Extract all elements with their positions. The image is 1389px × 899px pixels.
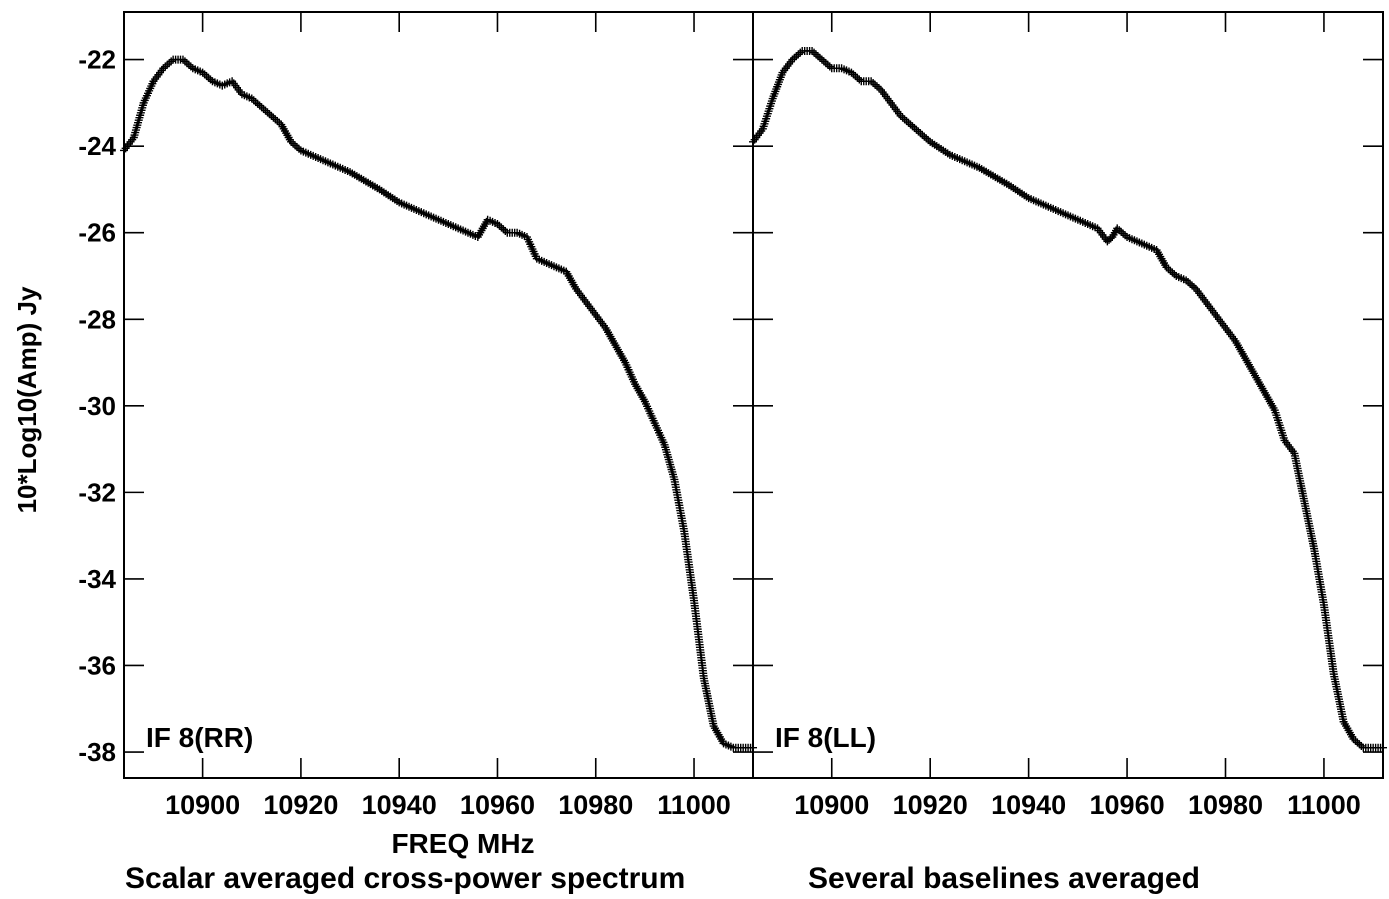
x-tick-label: 10980: [1188, 790, 1263, 820]
x-tick-label: 10940: [362, 790, 437, 820]
y-axis-label: 10*Log10(Amp) Jy: [12, 286, 42, 513]
y-tick-label: -26: [78, 218, 116, 248]
y-tick-label: -28: [78, 304, 116, 334]
data-point: [178, 55, 187, 64]
data-point: [267, 111, 276, 120]
data-marker: [161, 62, 170, 71]
data-marker: [263, 108, 272, 117]
data-marker: [292, 143, 301, 152]
x-tick-label: 10900: [794, 790, 869, 820]
data-point: [159, 64, 168, 73]
caption-left: Scalar averaged cross-power spectrum: [125, 862, 685, 895]
caption-right: Several baselines averaged: [808, 862, 1200, 895]
data-marker: [165, 59, 174, 68]
data-marker: [1119, 229, 1128, 238]
y-tick-label: -32: [78, 477, 116, 507]
data-marker: [501, 226, 510, 235]
data-point: [198, 68, 207, 77]
data-series: [120, 55, 757, 752]
data-marker: [265, 110, 274, 119]
data-marker: [294, 144, 303, 153]
x-tick-label: 10980: [558, 790, 633, 820]
data-marker: [186, 62, 195, 71]
data-marker: [180, 57, 189, 66]
y-tick-label: -36: [78, 650, 116, 680]
data-marker: [184, 60, 193, 69]
x-tick-label: 10960: [1090, 790, 1165, 820]
data-point: [1379, 743, 1387, 752]
data-marker: [269, 113, 278, 122]
x-tick-label: 10900: [165, 790, 240, 820]
data-marker: [495, 221, 504, 230]
data-marker: [1117, 227, 1126, 236]
data-marker: [249, 96, 258, 105]
data-marker: [271, 115, 280, 124]
panel-rr: -22 -24 -26 -28 -30 -32 -34 -36 -38 10900 10920 109…: [78, 11, 757, 820]
data-marker: [200, 70, 209, 79]
panel-label: IF 8(RR): [146, 722, 253, 753]
data-point: [1182, 276, 1191, 285]
data-marker: [1166, 266, 1175, 275]
data-point: [493, 220, 502, 229]
data-marker: [289, 139, 298, 148]
data-marker: [497, 223, 506, 232]
x-tick-label: 11000: [657, 790, 731, 820]
panel-label: IF 8(LL): [775, 722, 876, 753]
plot-frame: [123, 11, 754, 779]
y-tick-label: -34: [78, 564, 116, 594]
y-tick-label: -38: [78, 737, 116, 767]
data-marker: [261, 106, 270, 115]
x-tick-label: 10920: [263, 790, 338, 820]
data-point: [287, 137, 296, 146]
data-marker: [251, 98, 260, 107]
data-point: [247, 94, 256, 103]
data-marker: [291, 141, 300, 150]
data-marker: [163, 60, 172, 69]
y-tick-label: -22: [78, 45, 116, 75]
panel-ll: 10900 10920 10940 10960 10980 11000 IF 8(LL): [749, 11, 1387, 820]
data-point: [1162, 263, 1171, 272]
data-marker: [182, 59, 191, 68]
data-marker: [499, 225, 508, 234]
plot-frame: [752, 11, 1384, 779]
x-tick-label: 11000: [1287, 790, 1361, 820]
data-marker: [202, 72, 211, 81]
y-tick-label: -24: [78, 131, 116, 161]
data-marker: [1115, 226, 1124, 235]
data-series: [749, 46, 1387, 752]
data-marker: [273, 117, 282, 126]
x-tick-label: 10940: [991, 790, 1066, 820]
x-tick-label: 10920: [893, 790, 968, 820]
data-marker: [204, 73, 213, 82]
data-marker: [259, 104, 268, 113]
data-marker: [1164, 265, 1173, 274]
data-marker: [255, 101, 264, 110]
y-tick-label: -30: [78, 391, 116, 421]
data-marker: [167, 57, 176, 66]
data-marker: [206, 75, 215, 84]
x-axis-label: FREQ MHz: [391, 828, 534, 859]
x-tick-label: 10960: [460, 790, 535, 820]
data-marker: [1355, 740, 1364, 749]
data-point: [257, 103, 266, 112]
data-marker: [1353, 738, 1362, 747]
data-marker: [253, 99, 262, 108]
data-marker: [1351, 736, 1360, 745]
